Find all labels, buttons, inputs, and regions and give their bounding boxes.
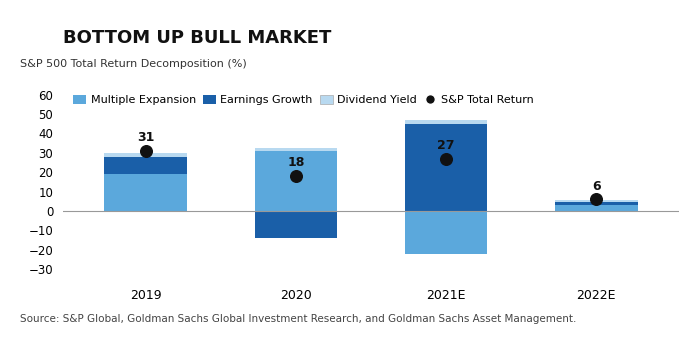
Bar [255, 148, 337, 151]
Bar [555, 202, 638, 205]
Text: S&P 500 Total Return Decomposition (%): S&P 500 Total Return Decomposition (%) [20, 59, 246, 69]
Bar [104, 174, 187, 211]
Point [440, 156, 452, 162]
Point [290, 173, 302, 179]
Legend: Multiple Expansion, Earnings Growth, Dividend Yield, S&P Total Return: Multiple Expansion, Earnings Growth, Div… [69, 90, 539, 110]
Text: 6: 6 [592, 180, 601, 192]
Text: 18: 18 [287, 156, 304, 169]
Bar [104, 157, 187, 174]
Point [140, 148, 151, 154]
Bar [555, 200, 638, 202]
Text: Source: S&P Global, Goldman Sachs Global Investment Research, and Goldman Sachs : Source: S&P Global, Goldman Sachs Global… [20, 314, 576, 324]
Text: 27: 27 [438, 139, 455, 152]
Bar [255, 211, 337, 238]
Text: 31: 31 [137, 131, 154, 144]
Point [591, 197, 602, 202]
Bar [405, 211, 487, 254]
Bar [555, 205, 638, 211]
Bar [104, 153, 187, 157]
Bar [255, 151, 337, 211]
Text: BOTTOM UP BULL MARKET: BOTTOM UP BULL MARKET [63, 29, 331, 47]
Bar [405, 120, 487, 124]
Bar [405, 124, 487, 211]
